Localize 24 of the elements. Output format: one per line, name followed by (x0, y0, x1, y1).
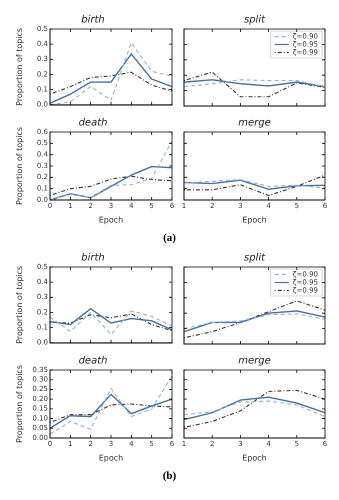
chart-title: birth (81, 252, 105, 264)
chart-title: birth (81, 14, 105, 26)
chart-title: death (78, 118, 108, 129)
y-axis-title: Proportion of topics (14, 266, 24, 344)
chart-title: death (78, 356, 108, 367)
text: (a) (162, 231, 177, 246)
x-axis-title: Epoch (98, 453, 124, 462)
x-axis-title: Epoch (242, 215, 267, 224)
line-series (50, 375, 172, 435)
chart-title: merge (238, 356, 271, 367)
line-series (50, 313, 172, 332)
chart-title: split (244, 252, 266, 264)
chart-title: merge (238, 118, 271, 129)
line-series (50, 403, 172, 424)
y-axis-title: Proportion of topics (14, 28, 24, 106)
line-series (50, 72, 172, 95)
x-axis-title: Epoch (98, 215, 124, 224)
x-axis-title: Epoch (242, 453, 267, 462)
y-axis-title: Proportion of topics (14, 365, 24, 443)
y-axis-title: Proportion of topics (14, 127, 24, 205)
chart-title: split (244, 14, 266, 26)
line-series (50, 310, 172, 336)
text: (b) (162, 469, 178, 484)
line-series (50, 176, 172, 196)
